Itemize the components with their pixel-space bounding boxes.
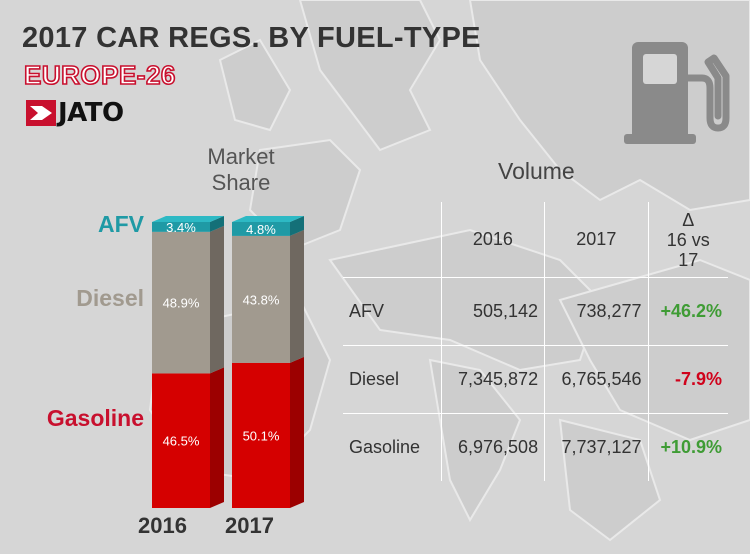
cell-afv-2016: 505,142	[440, 277, 545, 346]
x-tick-label-2017: 2017	[225, 513, 274, 538]
market-share-heading-line2: Share	[211, 170, 271, 195]
jato-logo: JATO	[26, 98, 124, 128]
cell-diesel-delta: -7.9%	[647, 345, 728, 414]
legend-label-afv: AFV	[98, 211, 144, 237]
cell-afv-2017: 738,277	[544, 277, 649, 346]
cell-gasoline-2016: 6,976,508	[440, 413, 545, 481]
row-label-diesel: Diesel	[343, 345, 442, 414]
table-row-gasoline: Gasoline 6,976,508 7,737,127 +10.9%	[343, 413, 728, 481]
cell-gasoline-2017: 7,737,127	[544, 413, 649, 481]
row-label-gasoline: Gasoline	[343, 413, 442, 481]
table-row-diesel: Diesel 7,345,872 6,765,546 -7.9%	[343, 345, 728, 414]
table-header-2016: 2016	[440, 202, 545, 278]
chart-subtitle: EUROPE-26	[23, 59, 176, 91]
market-share-heading-line1: Market	[207, 144, 275, 169]
cell-afv-delta: +46.2%	[647, 277, 728, 346]
legend-label-gasoline: Gasoline	[46, 405, 144, 431]
table-header-row: 2016 2017 Δ 16 vs 17	[343, 202, 728, 278]
delta-symbol: Δ	[682, 209, 695, 230]
cell-diesel-2016: 7,345,872	[440, 345, 545, 414]
jato-logo-icon	[26, 100, 56, 126]
row-label-afv: AFV	[343, 277, 442, 346]
legend-label-diesel: Diesel	[76, 285, 144, 311]
market-share-heading: Market Share	[186, 144, 296, 196]
delta-label: 16 vs 17	[666, 229, 710, 270]
logo-text: JATO	[58, 98, 124, 128]
fuel-pump-icon	[624, 42, 730, 144]
volume-table: 2016 2017 Δ 16 vs 17 AFV 505,142 738,277…	[343, 202, 728, 481]
volume-table-grid: 2016 2017 Δ 16 vs 17 AFV 505,142 738,277…	[343, 202, 728, 481]
cell-gasoline-delta: +10.9%	[647, 413, 728, 481]
table-header-empty	[343, 202, 441, 278]
table-row-afv: AFV 505,142 738,277 +46.2%	[343, 277, 728, 346]
table-header-2017: 2017	[544, 202, 649, 278]
chart-title: 2017 CAR REGS. BY FUEL-TYPE	[22, 22, 481, 54]
volume-heading: Volume	[498, 158, 575, 184]
cell-diesel-2017: 6,765,546	[544, 345, 649, 414]
table-header-delta: Δ 16 vs 17	[647, 202, 728, 278]
x-tick-label-2016: 2016	[138, 513, 187, 538]
